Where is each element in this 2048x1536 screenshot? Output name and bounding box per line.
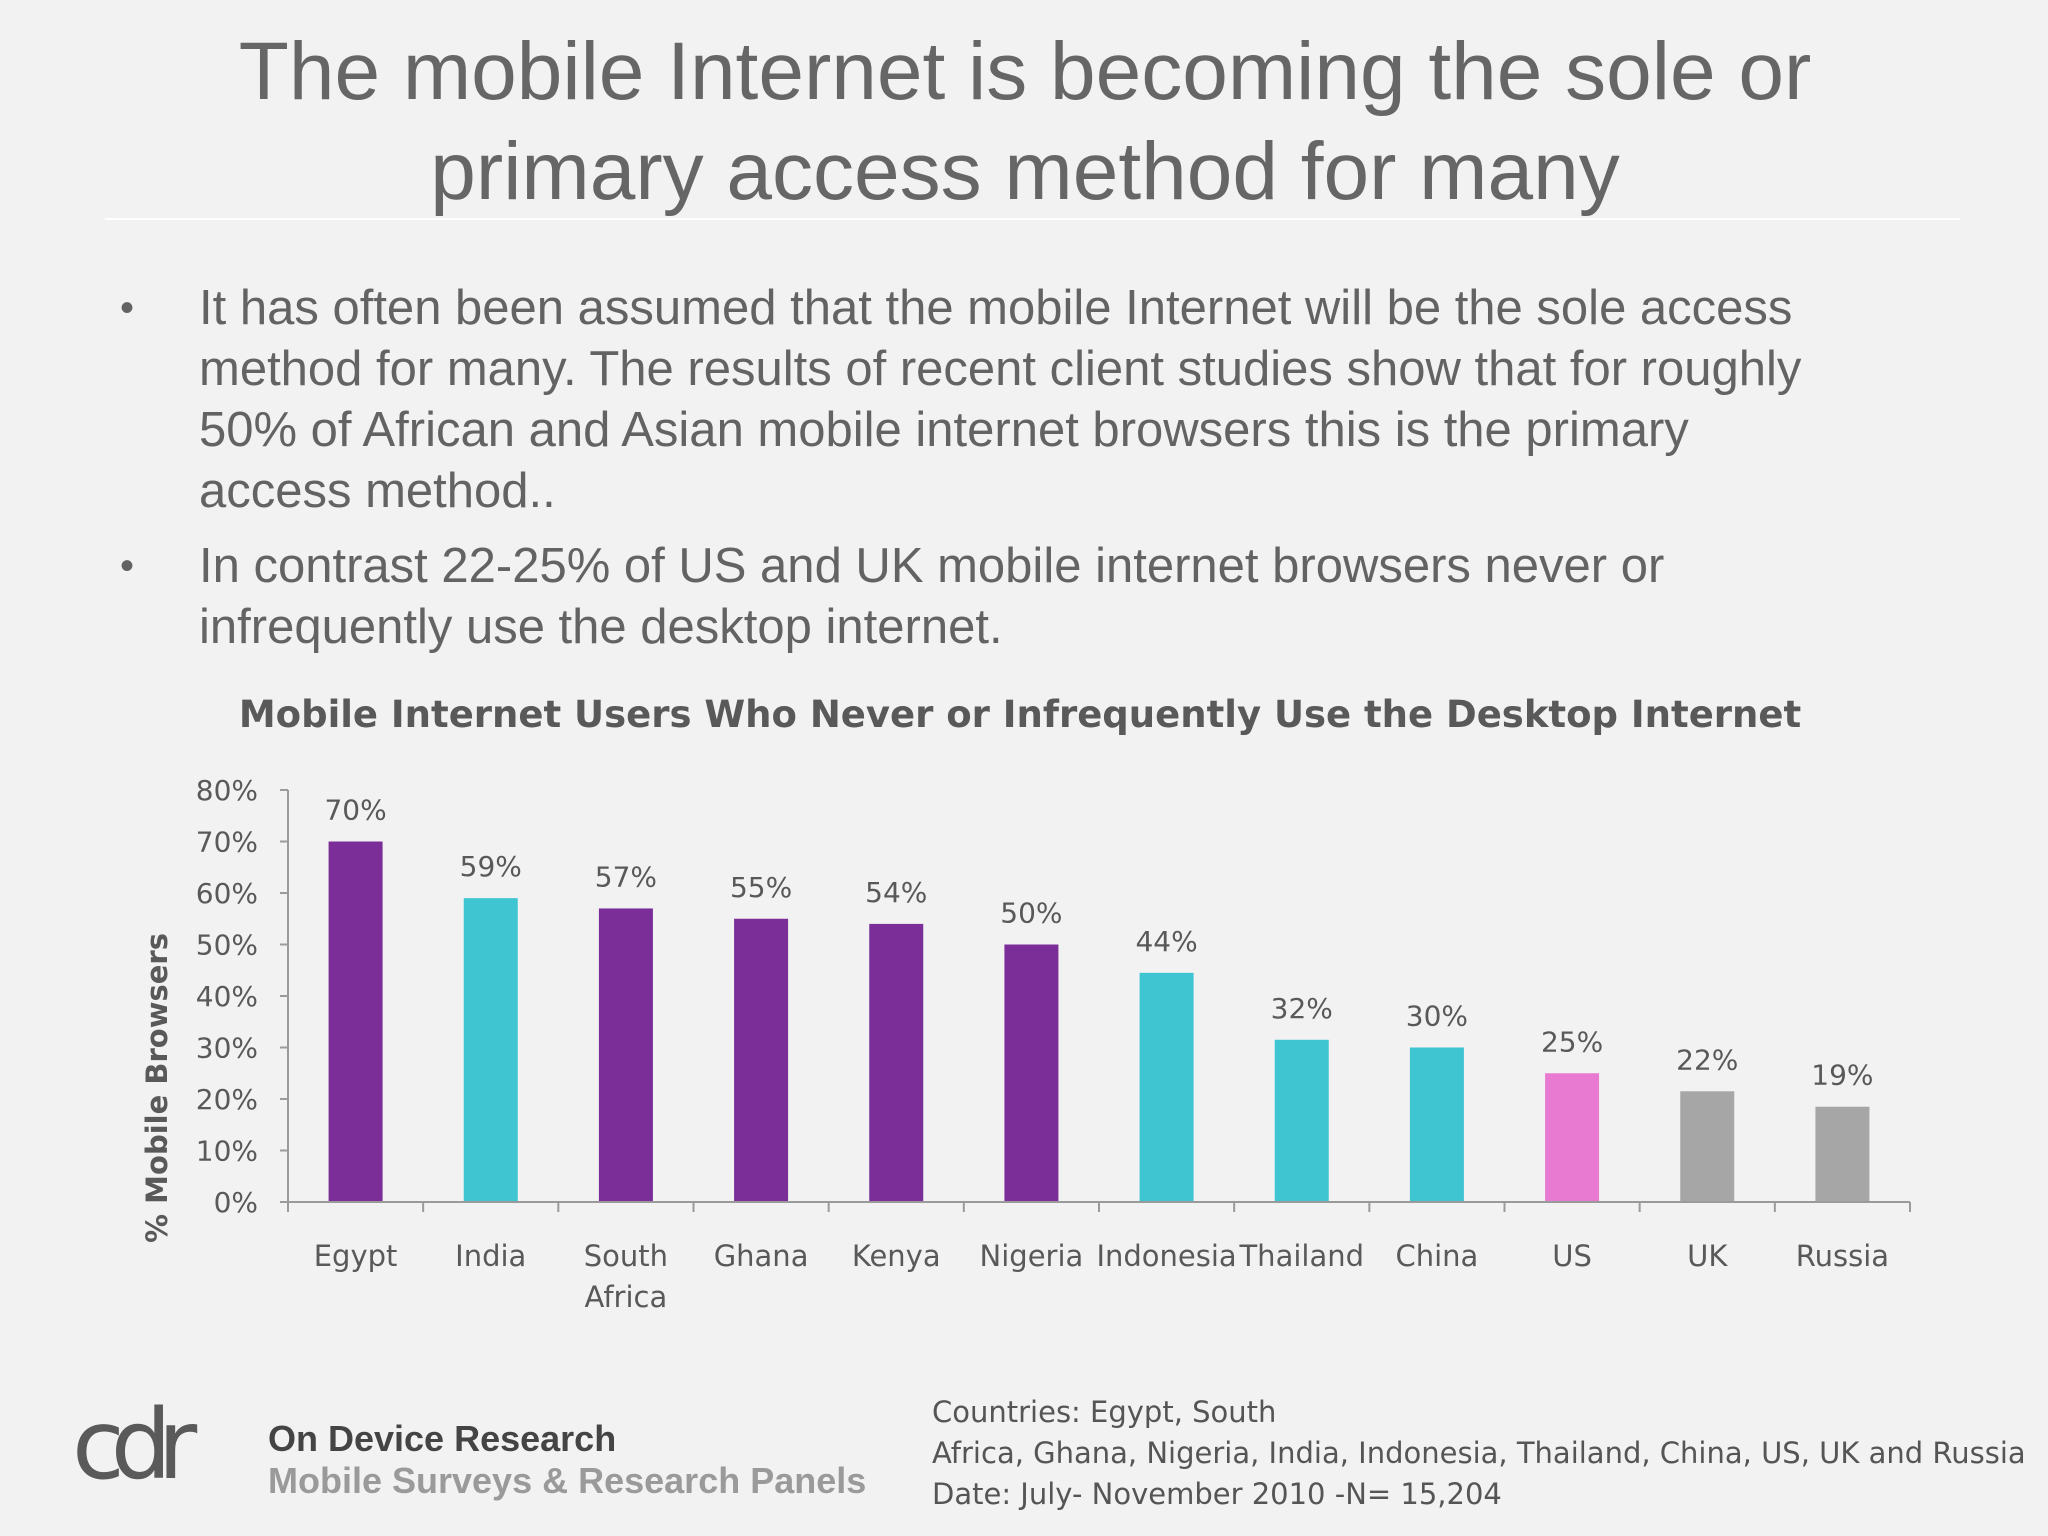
bar-chart: Mobile Internet Users Who Never or Infre… (140, 693, 1911, 1314)
x-tick-label: Africa (585, 1280, 668, 1314)
data-label: 30% (1406, 1000, 1468, 1033)
y-tick-label: 80% (196, 774, 258, 807)
bullet-list: • It has often been assumed that the mob… (120, 278, 1920, 672)
y-tick-label: 20% (196, 1083, 258, 1116)
bullet-line: method for many. The results of recent c… (199, 342, 1802, 396)
bar (1274, 1039, 1329, 1202)
x-tick-label: India (455, 1239, 526, 1273)
company-logo: cdr (72, 1398, 212, 1501)
x-tick-label: Kenya (852, 1239, 941, 1273)
bar (869, 923, 924, 1202)
x-tick-label: China (1395, 1239, 1478, 1273)
bullet-marker: • (120, 286, 135, 330)
data-label: 50% (1000, 897, 1062, 930)
y-tick-label: 70% (196, 826, 258, 859)
x-tick-label: UK (1687, 1239, 1728, 1273)
source-line: Countries: Egypt, South (932, 1395, 1277, 1429)
bar (1409, 1047, 1464, 1202)
slide-title-line-1: The mobile Internet is becoming the sole… (238, 26, 1812, 117)
data-label: 54% (865, 876, 927, 909)
bullet-line: It has often been assumed that the mobil… (199, 281, 1793, 335)
data-label: 70% (324, 794, 386, 827)
bullet-marker: • (120, 544, 135, 588)
bar (328, 841, 383, 1202)
company-name: On Device Research (268, 1418, 617, 1459)
y-axis-label: % Mobile Browsers (140, 933, 174, 1243)
x-tick-label: Nigeria (980, 1239, 1084, 1273)
bar (463, 898, 518, 1202)
slide-title-line-2: primary access method for many (430, 126, 1620, 217)
data-label: 57% (595, 860, 657, 893)
source-line: Africa, Ghana, Nigeria, India, Indonesia… (932, 1436, 2026, 1470)
y-tick-label: 50% (196, 929, 258, 962)
bullet-line: 50% of African and Asian mobile internet… (199, 403, 1689, 457)
data-label: 32% (1271, 992, 1333, 1025)
bar (1139, 972, 1194, 1202)
bar (1815, 1106, 1870, 1202)
bar (1004, 944, 1059, 1202)
y-tick-label: 10% (196, 1135, 258, 1168)
bar (1680, 1091, 1735, 1202)
bullet-line: infrequently use the desktop internet. (199, 600, 1003, 654)
x-tick-label: Egypt (314, 1239, 398, 1273)
data-label: 22% (1676, 1043, 1738, 1076)
bar (598, 908, 653, 1202)
bullet-item-2: • In contrast 22-25% of US and UK mobile… (120, 536, 1920, 658)
bullet-item-1: • It has often been assumed that the mob… (120, 278, 1920, 522)
data-label: 25% (1541, 1025, 1603, 1058)
y-tick-label: 0% (214, 1186, 258, 1219)
source-line: Date: July- November 2010 -N= 15,204 (932, 1477, 1502, 1511)
x-tick-label: Russia (1796, 1239, 1889, 1273)
bullet-line: access method.. (199, 464, 556, 518)
slide-title: The mobile Internet is becoming the sole… (90, 22, 1960, 222)
source-note: Countries: Egypt, South Africa, Ghana, N… (932, 1392, 2026, 1515)
x-tick-label: Indonesia (1096, 1239, 1236, 1273)
x-tick-label: US (1552, 1239, 1592, 1273)
bar (1545, 1073, 1600, 1202)
x-tick-label: South (584, 1239, 668, 1273)
chart-title: Mobile Internet Users Who Never or Infre… (239, 693, 1801, 736)
data-label: 44% (1135, 925, 1197, 958)
x-tick-label: Ghana (714, 1239, 809, 1273)
bar (734, 918, 789, 1202)
y-tick-label: 60% (196, 877, 258, 910)
data-label: 55% (730, 871, 792, 904)
company-tagline: Mobile Surveys & Research Panels (268, 1460, 867, 1501)
bullet-line: In contrast 22-25% of US and UK mobile i… (199, 539, 1665, 593)
data-label: 59% (460, 850, 522, 883)
x-tick-label: Thailand (1238, 1239, 1364, 1273)
data-label: 19% (1811, 1059, 1873, 1092)
y-tick-label: 30% (196, 1032, 258, 1065)
title-divider (105, 218, 1960, 220)
y-tick-label: 40% (196, 980, 258, 1013)
logo-mark: cdr (72, 1398, 198, 1501)
